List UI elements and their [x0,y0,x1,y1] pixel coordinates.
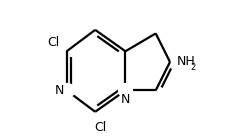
Text: 2: 2 [190,63,196,72]
Text: N: N [121,93,130,106]
Text: Cl: Cl [47,36,60,49]
Text: N: N [55,84,64,97]
Text: NH: NH [177,55,196,68]
Text: Cl: Cl [94,121,107,134]
